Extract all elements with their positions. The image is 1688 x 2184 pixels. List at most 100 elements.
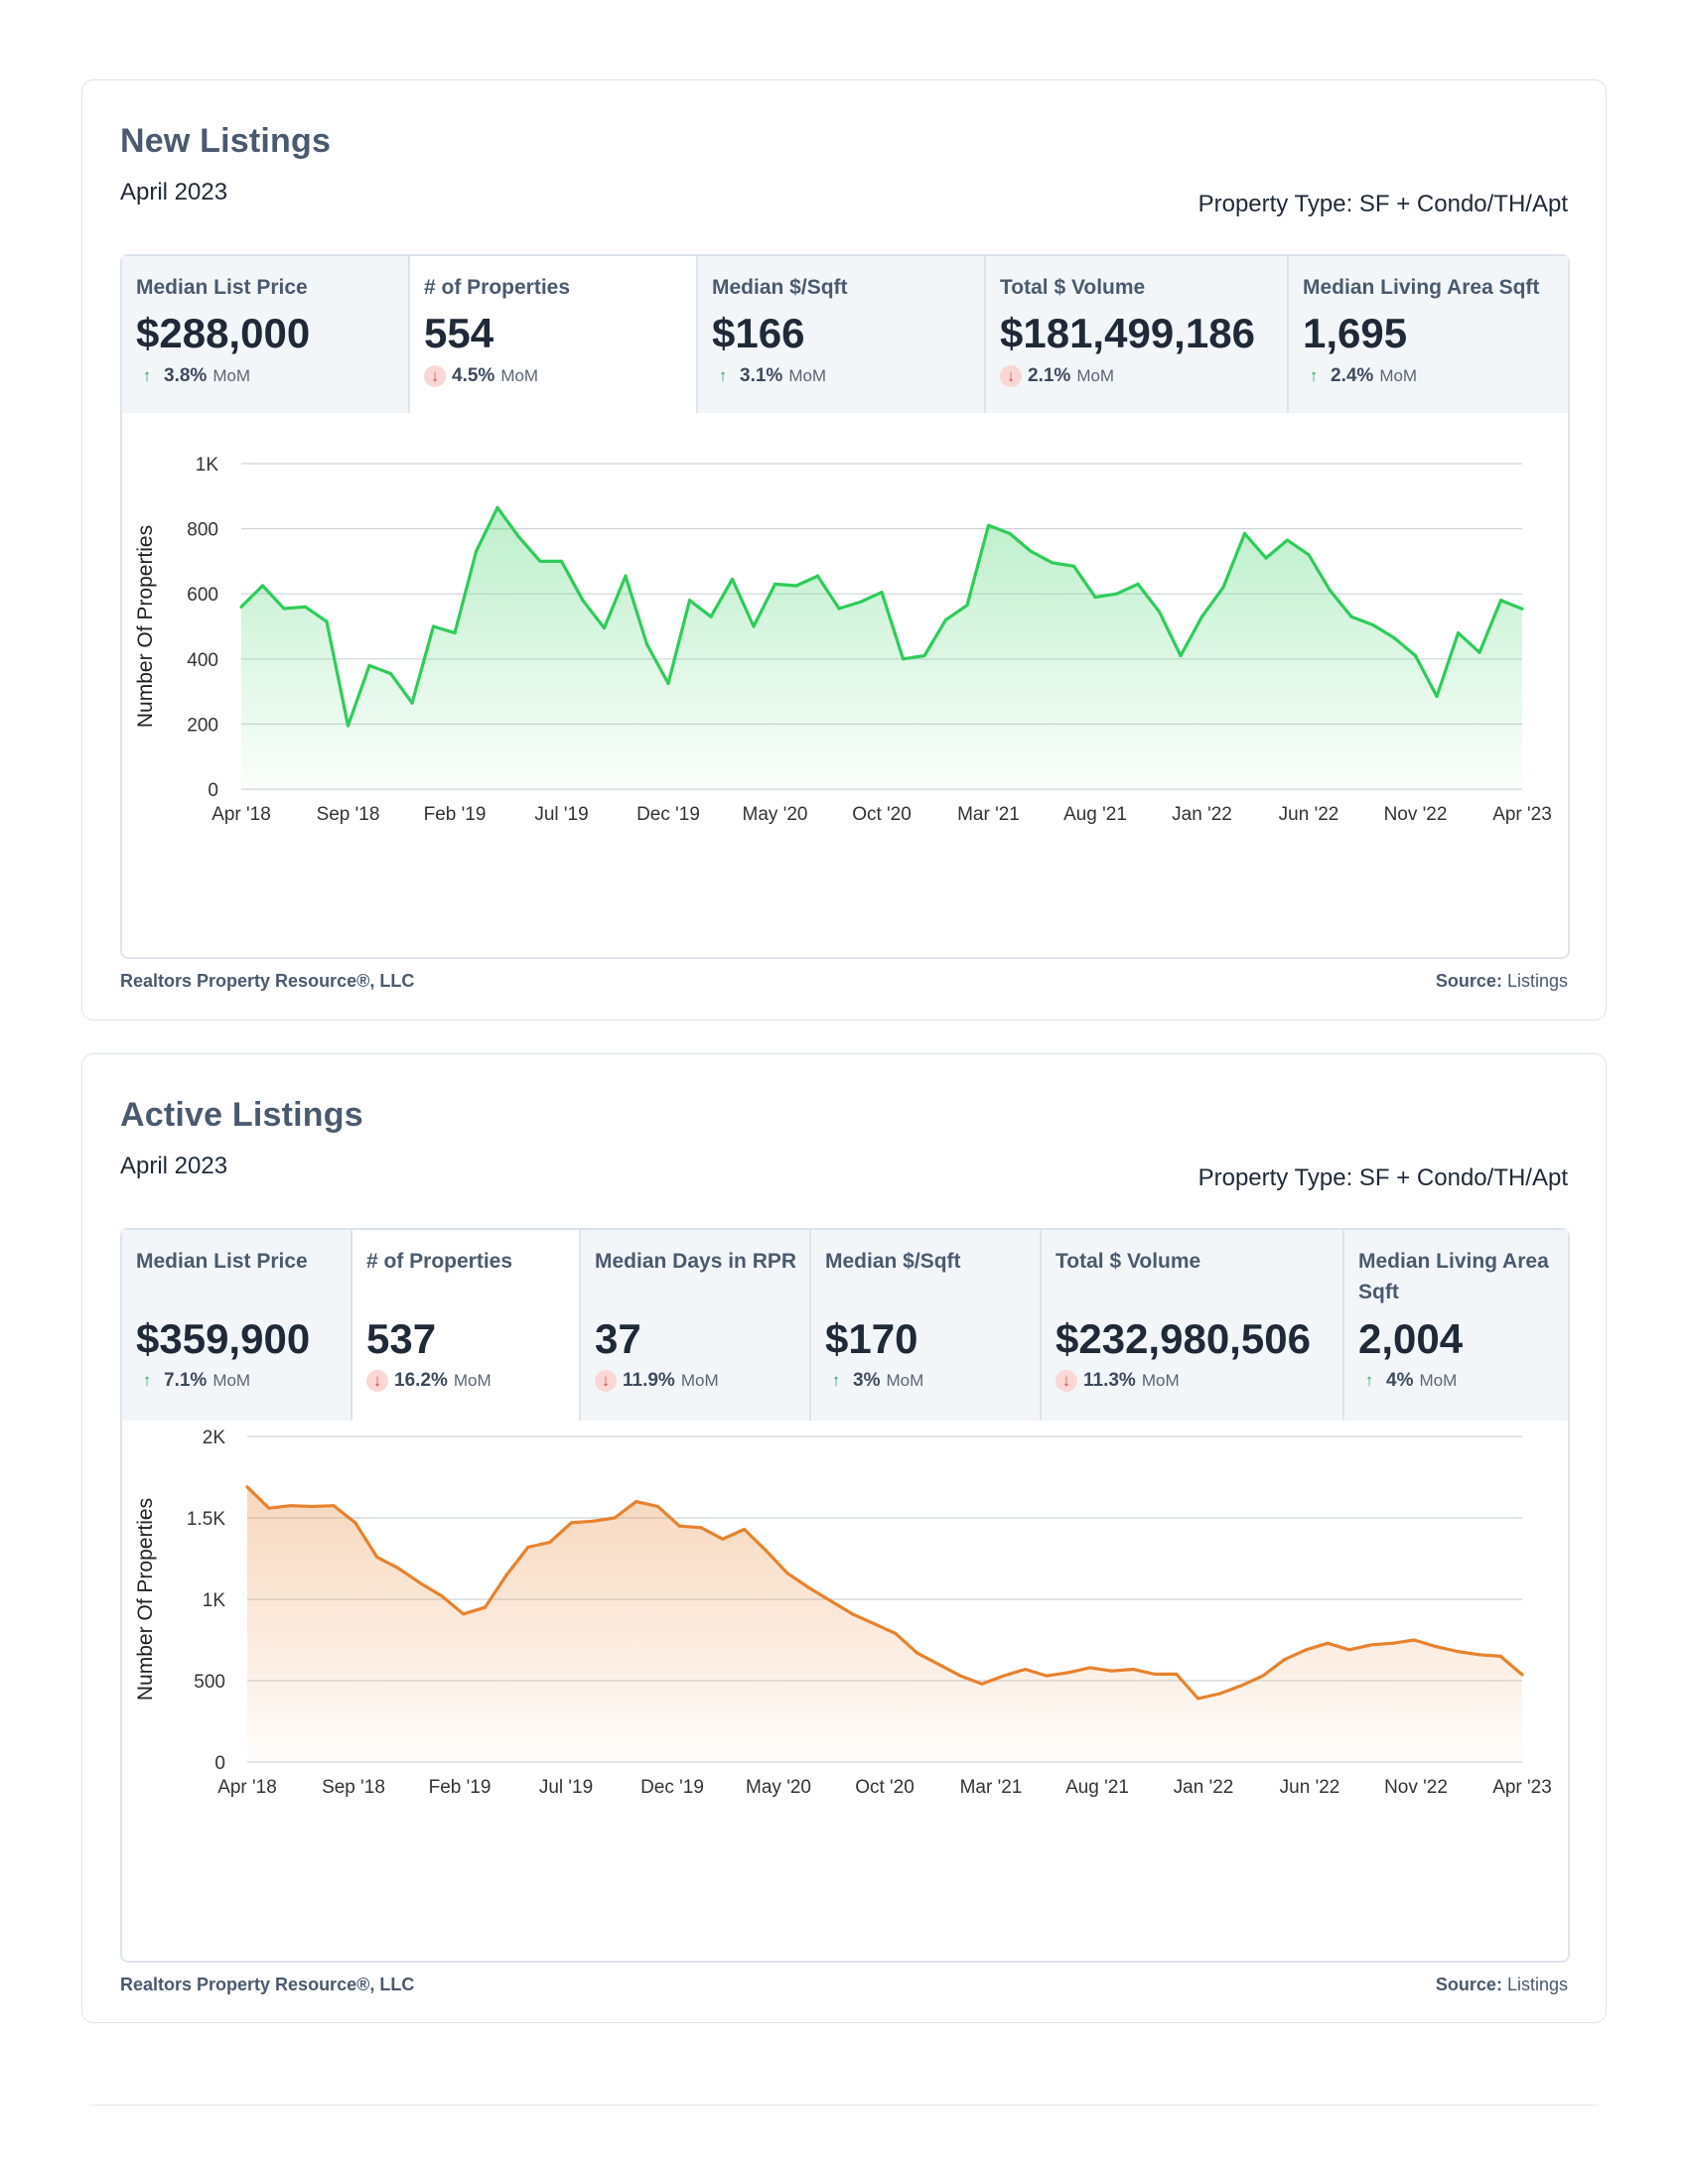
metric-value: 1,695 xyxy=(1303,310,1408,356)
data-point xyxy=(1002,1674,1006,1678)
arrow-up-icon: ↑ xyxy=(142,1371,152,1390)
x-tick-label: Apr '18 xyxy=(217,1777,277,1798)
x-tick-label: May '20 xyxy=(746,1777,811,1798)
x-tick-label: Jan '22 xyxy=(1174,1777,1234,1798)
source-label: Source: xyxy=(1435,1975,1502,1994)
data-point xyxy=(1131,1667,1135,1672)
x-tick-label: Mar '21 xyxy=(960,1777,1023,1798)
y-tick-label: 1K xyxy=(196,455,219,476)
data-point xyxy=(1199,614,1204,618)
metric-change: ↑ 2.4% MoM xyxy=(1303,365,1417,387)
source-value: Listings xyxy=(1506,971,1568,991)
period-label: April 2023 xyxy=(120,179,228,205)
data-point xyxy=(538,559,542,563)
metric-change-unit: MoM xyxy=(680,1371,719,1390)
data-point xyxy=(1179,653,1183,658)
metric-value: $359,900 xyxy=(136,1315,311,1362)
data-point xyxy=(1217,1692,1221,1696)
metric-change: ↑ 4% MoM xyxy=(1358,1370,1458,1392)
metric-change-percent: 3.1% xyxy=(740,365,783,386)
data-point xyxy=(1023,1667,1028,1672)
metric-value: $232,980,506 xyxy=(1055,1315,1311,1362)
data-point xyxy=(922,653,926,658)
metric-change: ↓ 11.9% MoM xyxy=(595,1370,719,1392)
metric-label: Total $ Volume xyxy=(1000,276,1146,299)
x-tick-label: Feb '19 xyxy=(429,1777,492,1798)
x-tick-label: Dec '19 xyxy=(640,1777,704,1798)
metric-card: Total $ Volume $232,980,506 ↓ 11.3% MoM xyxy=(1042,1230,1344,1421)
page-divider xyxy=(89,2105,1599,2106)
data-point xyxy=(1029,549,1034,554)
active-listings-panel: Active Listings April 2023 Property Type… xyxy=(81,1053,1607,2023)
data-point xyxy=(396,1567,400,1570)
data-point xyxy=(483,1605,487,1609)
y-tick-label: 2K xyxy=(203,1428,226,1448)
data-point xyxy=(815,574,820,578)
metric-label: Median Days in RPR xyxy=(595,1250,797,1273)
panel-title: Active Listings xyxy=(120,1096,363,1134)
data-point xyxy=(773,582,777,586)
metric-card: Median Living Area Sqft 2,004 ↑ 4% MoM xyxy=(1344,1230,1568,1421)
metric-change-percent: 3% xyxy=(853,1370,881,1391)
y-tick-label: 200 xyxy=(187,715,218,736)
data-point xyxy=(1008,531,1012,536)
data-point xyxy=(1456,630,1461,635)
data-point xyxy=(1261,1674,1265,1678)
x-tick-label: Oct '20 xyxy=(855,1777,914,1798)
metric-card: Median Days in RPR 37 ↓ 11.9% MoM xyxy=(581,1230,811,1421)
data-point xyxy=(1071,564,1076,568)
data-point xyxy=(504,1572,508,1576)
data-point xyxy=(980,1682,984,1686)
period-label: April 2023 xyxy=(120,1153,228,1179)
metric-change: ↑ 3.1% MoM xyxy=(712,365,826,387)
data-point xyxy=(742,1527,747,1532)
metric-change-percent: 3.8% xyxy=(164,365,208,386)
data-point xyxy=(388,671,393,676)
data-point xyxy=(440,1594,444,1598)
metric-change: ↓ 16.2% MoM xyxy=(366,1370,492,1392)
data-point xyxy=(721,1537,725,1541)
arrow-down-icon: ↓ xyxy=(1055,1370,1077,1392)
source-label: Source: xyxy=(1435,971,1502,991)
data-point xyxy=(1369,1643,1373,1647)
data-point xyxy=(1088,1666,1092,1670)
data-point xyxy=(1370,622,1375,626)
data-point xyxy=(569,1521,574,1525)
data-point xyxy=(1196,1697,1200,1701)
metric-change-percent: 2.1% xyxy=(1028,365,1071,386)
active-listings-chart: 0 500 1K 1.5K 2K Number Of Properties Apr '18 S… xyxy=(134,1428,1552,1798)
arrow-up-icon: ↑ xyxy=(1364,1371,1374,1390)
metric-change-percent: 2.4% xyxy=(1331,365,1374,386)
metric-change: ↓ 4.5% MoM xyxy=(424,365,538,387)
data-point xyxy=(1435,694,1439,699)
y-tick-label: 500 xyxy=(194,1672,225,1693)
y-axis-title: Number Of Properties xyxy=(134,1498,157,1701)
x-tick-label: Dec '19 xyxy=(636,804,700,825)
data-point xyxy=(730,577,735,582)
data-point xyxy=(282,607,286,611)
data-point xyxy=(807,1585,811,1590)
arrow-down-icon: ↓ xyxy=(366,1370,388,1392)
arrow-up-icon: ↑ xyxy=(831,1371,841,1390)
x-tick-label: Sep '18 xyxy=(322,1777,385,1798)
x-tick-label: Jan '22 xyxy=(1172,804,1232,825)
y-tick-label: 1K xyxy=(203,1590,226,1611)
metric-card: Total $ Volume $181,499,186 ↓ 2.1% MoM xyxy=(986,256,1289,413)
data-point xyxy=(752,624,756,628)
metric-card: Median $/Sqft $170 ↑ 3% MoM xyxy=(811,1230,1042,1421)
data-point xyxy=(526,1545,530,1550)
x-tick-label: Feb '19 xyxy=(424,804,487,825)
data-point xyxy=(303,605,308,609)
metric-change-percent: 11.9% xyxy=(623,1370,675,1391)
metric-change-unit: MoM xyxy=(1141,1371,1180,1390)
data-point xyxy=(794,584,798,588)
property-type-label: Property Type: SF + Condo/TH/Apt xyxy=(1197,191,1568,217)
metric-change-percent: 11.3% xyxy=(1083,1370,1136,1391)
metric-label: Median $/Sqft xyxy=(825,1250,961,1273)
data-point xyxy=(1347,1648,1351,1652)
data-point xyxy=(602,626,607,630)
data-point xyxy=(1045,1674,1049,1678)
metric-card: # of Properties 537 ↓ 16.2% MoM xyxy=(352,1230,581,1421)
metric-change-unit: MoM xyxy=(1076,366,1115,385)
y-tick-label: 600 xyxy=(187,585,218,606)
